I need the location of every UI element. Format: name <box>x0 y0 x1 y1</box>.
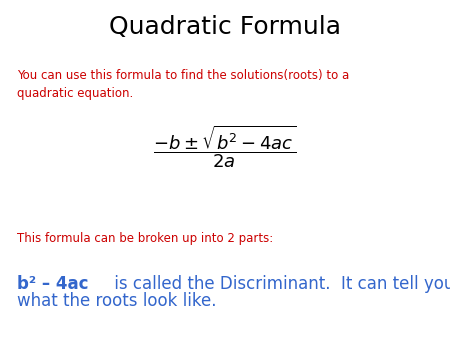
Text: what the roots look like.: what the roots look like. <box>17 292 216 310</box>
Text: $\dfrac{-b \pm \sqrt{b^2 - 4ac}}{2a}$: $\dfrac{-b \pm \sqrt{b^2 - 4ac}}{2a}$ <box>153 124 297 170</box>
Text: is called the Discriminant.  It can tell you: is called the Discriminant. It can tell … <box>109 275 450 293</box>
Text: b² – 4ac: b² – 4ac <box>17 275 89 293</box>
Text: Quadratic Formula: Quadratic Formula <box>109 15 341 39</box>
Text: This formula can be broken up into 2 parts:: This formula can be broken up into 2 par… <box>17 232 273 244</box>
Text: You can use this formula to find the solutions(roots) to a
quadratic equation.: You can use this formula to find the sol… <box>17 69 349 100</box>
